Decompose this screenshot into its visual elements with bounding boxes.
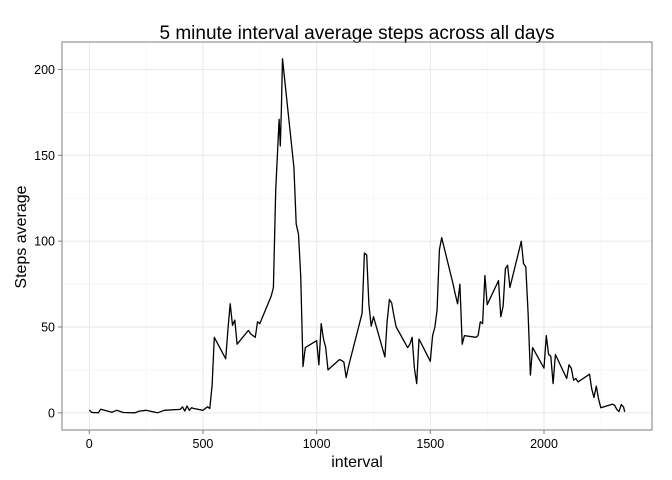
y-tick-label: 200 — [34, 63, 55, 77]
x-axis: 0 500 1000 1500 2000 — [86, 430, 558, 451]
y-tick-label: 50 — [41, 320, 55, 334]
x-axis-label: interval — [331, 454, 383, 471]
x-tick-label: 1000 — [303, 437, 331, 451]
series-line-0 — [88, 58, 626, 414]
x-tick-label: 1500 — [416, 437, 444, 451]
y-tick-label: 0 — [48, 406, 55, 420]
plot-panel — [61, 41, 653, 431]
y-axis: 0 50 100 150 200 — [34, 63, 62, 420]
series-layer — [88, 58, 626, 414]
y-tick-label: 100 — [34, 235, 55, 249]
x-tick-label: 2000 — [530, 437, 558, 451]
chart-title: 5 minute interval average steps across a… — [160, 23, 555, 44]
y-axis-label: Steps average — [13, 185, 30, 288]
x-tick-label: 0 — [86, 437, 93, 451]
y-tick-label: 150 — [34, 149, 55, 163]
x-tick-label: 500 — [193, 437, 214, 451]
